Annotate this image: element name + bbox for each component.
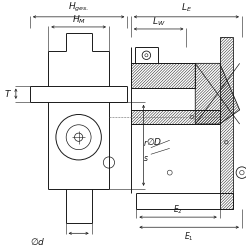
Text: $\varnothing d$: $\varnothing d$: [30, 236, 46, 247]
Text: $L_W$: $L_W$: [152, 16, 165, 28]
Text: $s$: $s$: [143, 154, 149, 163]
Text: $L_E$: $L_E$: [181, 2, 192, 14]
Text: $E_2$: $E_2$: [173, 203, 183, 216]
Text: $T$: $T$: [4, 88, 12, 99]
Text: $E_1$: $E_1$: [184, 230, 194, 242]
Text: $r$: $r$: [144, 138, 149, 148]
Text: $H_{ges.}$: $H_{ges.}$: [68, 1, 89, 14]
Text: $H_M$: $H_M$: [72, 13, 86, 26]
Text: $\varnothing D$: $\varnothing D$: [146, 136, 163, 147]
